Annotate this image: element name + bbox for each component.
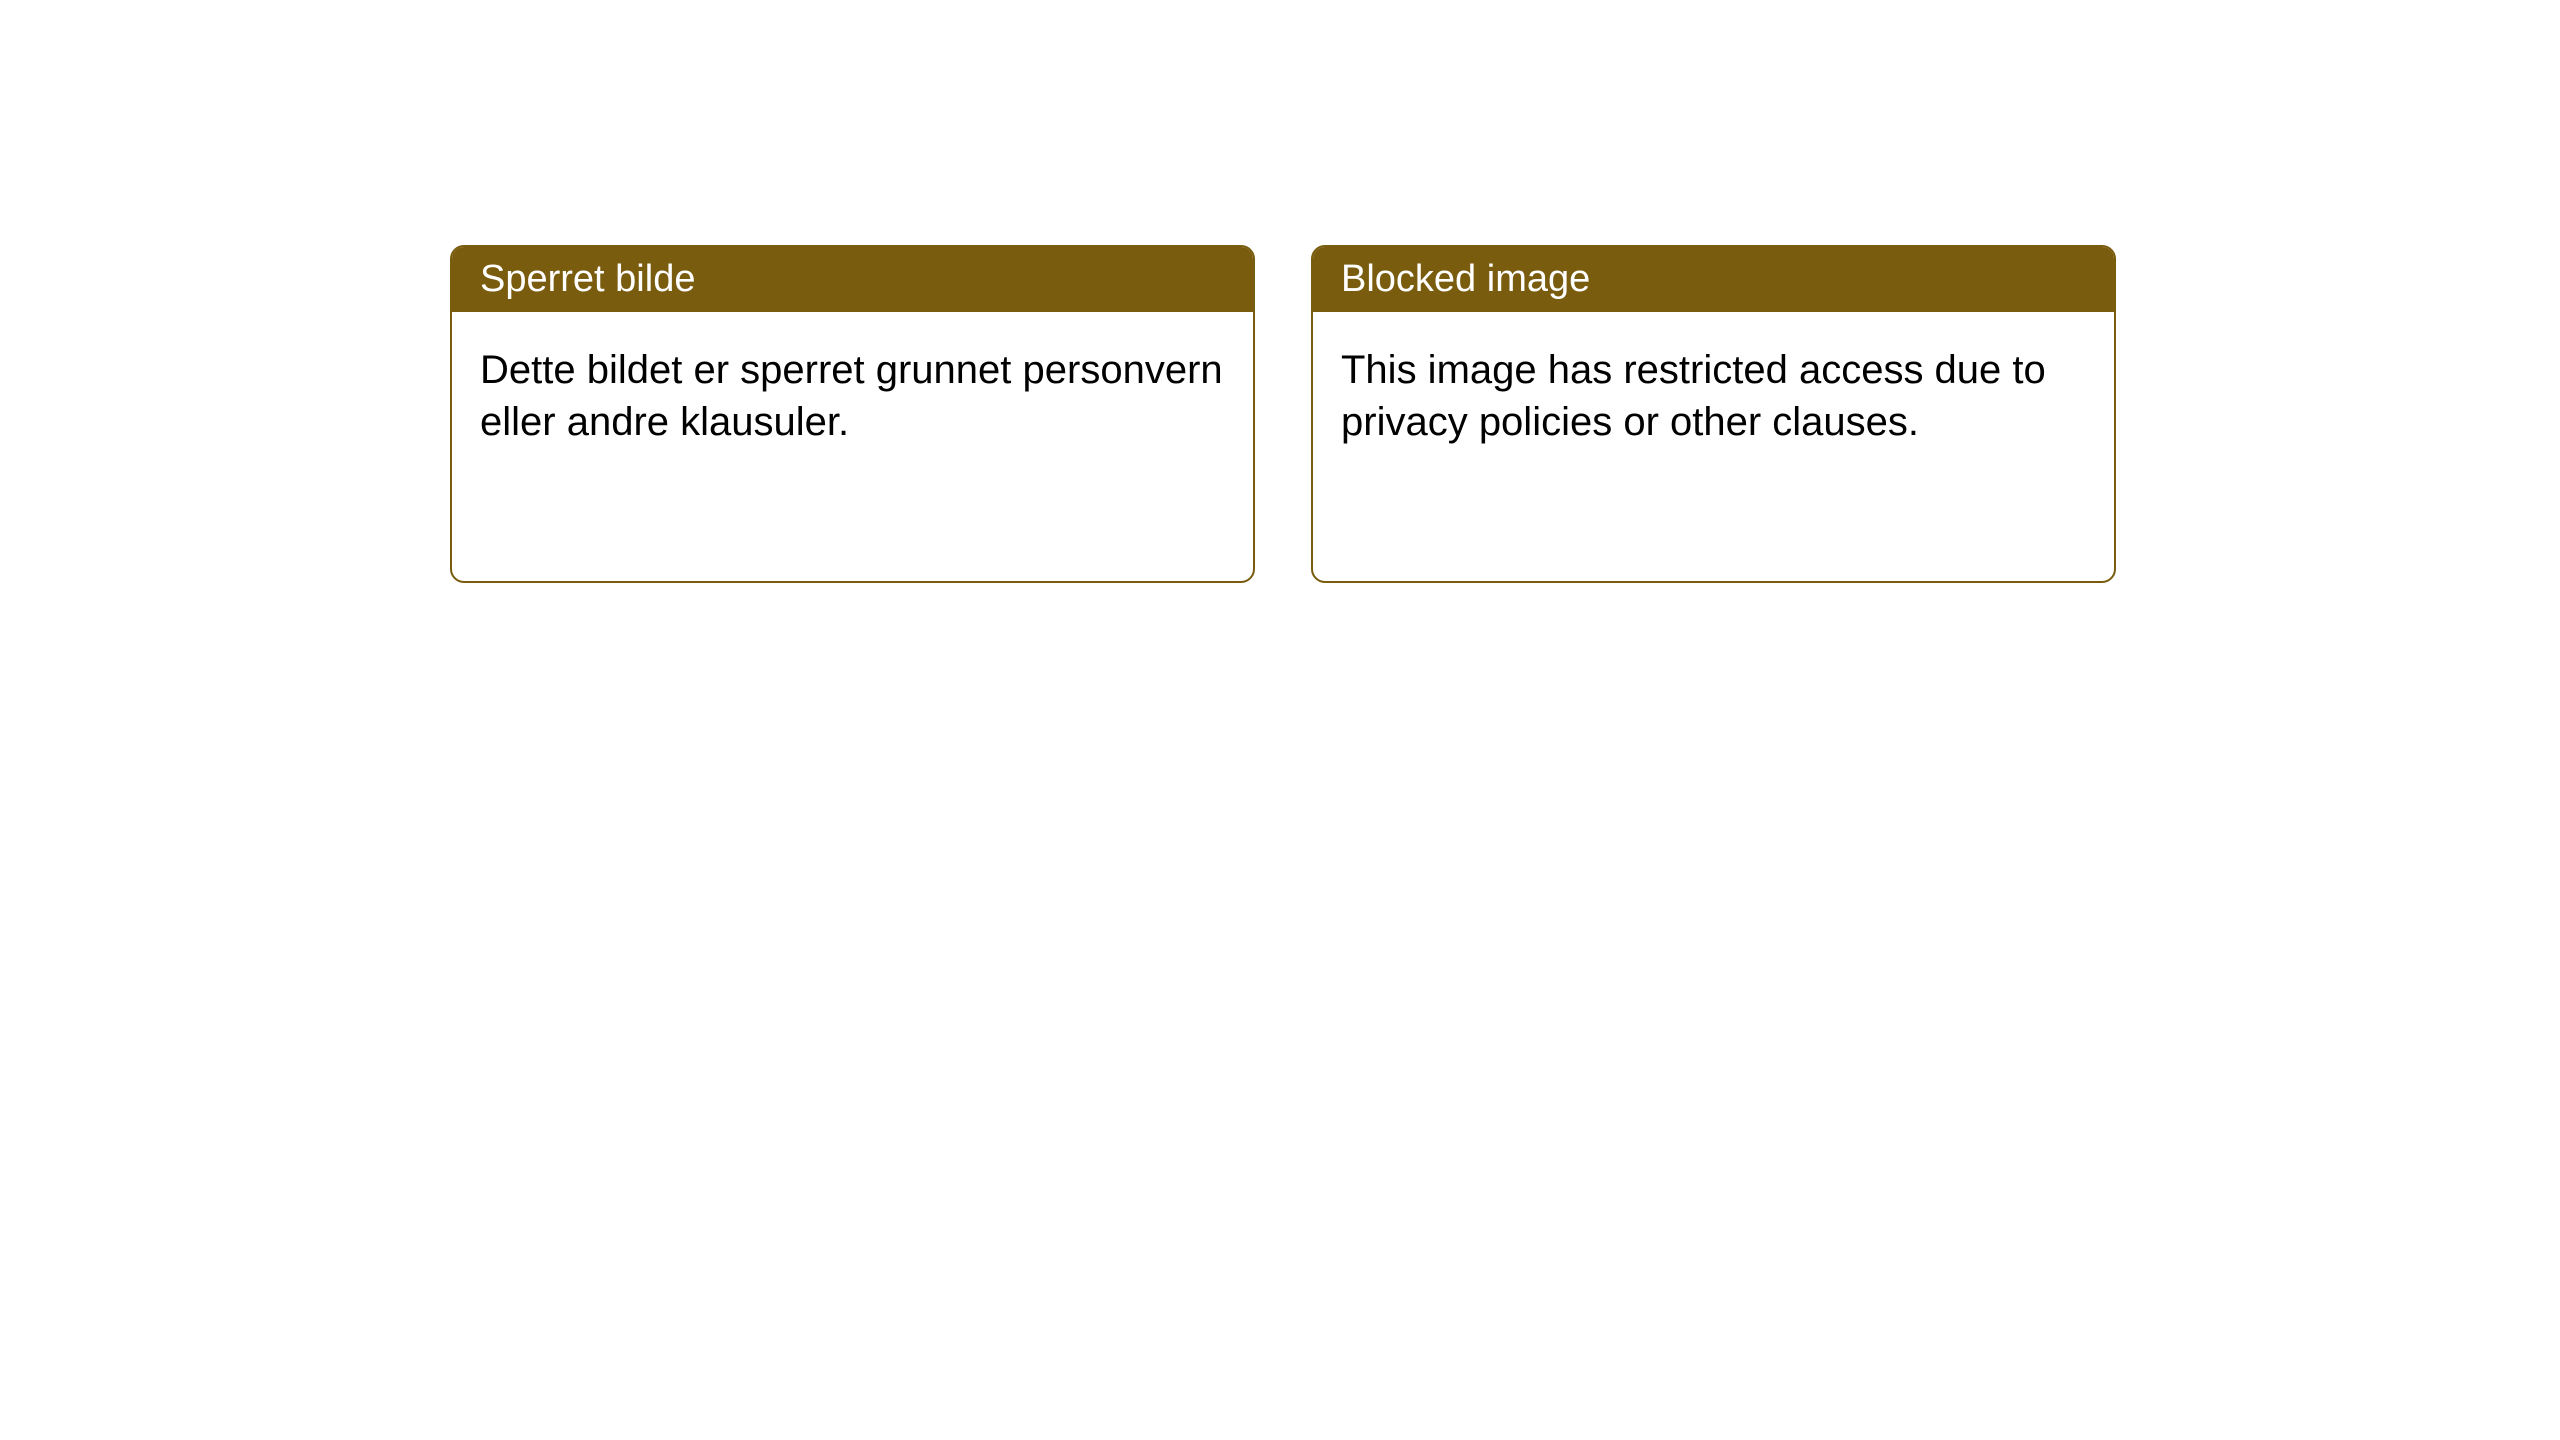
card-header: Sperret bilde xyxy=(452,247,1253,312)
cards-container: Sperret bilde Dette bildet er sperret gr… xyxy=(0,0,2560,583)
card-title: Blocked image xyxy=(1341,258,1590,300)
blocked-image-card-en: Blocked image This image has restricted … xyxy=(1311,245,2116,583)
card-title: Sperret bilde xyxy=(480,258,695,300)
card-header: Blocked image xyxy=(1313,247,2114,312)
card-body-text: Dette bildet er sperret grunnet personve… xyxy=(480,348,1223,444)
card-body: Dette bildet er sperret grunnet personve… xyxy=(452,312,1253,480)
blocked-image-card-no: Sperret bilde Dette bildet er sperret gr… xyxy=(450,245,1255,583)
card-body: This image has restricted access due to … xyxy=(1313,312,2114,480)
card-body-text: This image has restricted access due to … xyxy=(1341,348,2046,444)
